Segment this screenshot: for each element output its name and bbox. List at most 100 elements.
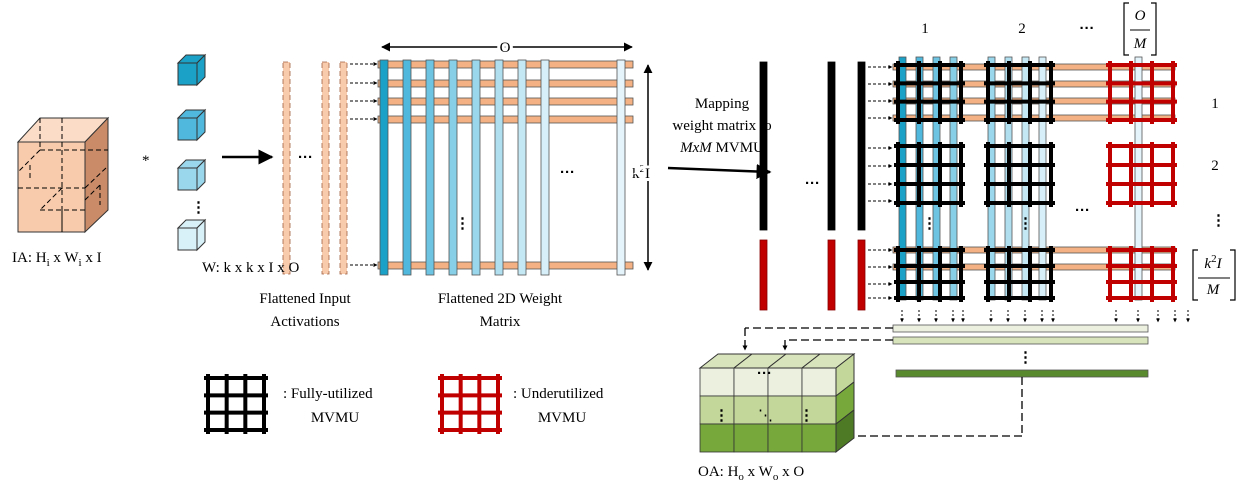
fraction: M: [1133, 36, 1148, 52]
fraction: O: [1135, 8, 1146, 24]
input-column: [321, 61, 330, 275]
input-column: [827, 239, 836, 311]
oa-cell: [767, 395, 803, 425]
fraction: k2I: [1204, 253, 1222, 272]
legend-label: MVMU: [311, 410, 360, 426]
fraction: M: [1206, 282, 1221, 298]
ellipsis: ···: [805, 175, 820, 192]
legend-label: : Underutilized: [513, 386, 604, 402]
t: i: [47, 257, 50, 269]
weight-column: [471, 59, 481, 276]
ellipsis: ⋮: [1018, 215, 1033, 232]
mapping-text: Mapping: [695, 96, 750, 112]
t: k: [1204, 256, 1211, 272]
oa-label: OA: Ho x Wo x O: [698, 464, 804, 483]
weight-column: [1021, 56, 1030, 301]
output-bar: [892, 336, 1149, 345]
t: o: [738, 471, 744, 483]
column-label: ···: [1080, 20, 1095, 37]
arrow: [667, 163, 772, 179]
t: MVMU: [712, 140, 764, 156]
legend-label: MVMU: [538, 410, 587, 426]
weight-column: [949, 56, 958, 301]
t: x O: [778, 464, 804, 480]
weight-row: [377, 79, 634, 88]
t: IA: H: [12, 250, 47, 266]
weight-row: [377, 97, 634, 106]
weight-column: [540, 59, 550, 276]
kernel-cube: [177, 227, 198, 251]
t: x W: [744, 464, 774, 480]
caption: Matrix: [480, 314, 521, 330]
t: 2: [640, 163, 646, 175]
caption: Activations: [270, 314, 339, 330]
input-column: [339, 61, 348, 275]
height-label: k2I: [632, 163, 650, 182]
caption: Flattened Input: [259, 291, 351, 307]
t: OA: H: [698, 464, 739, 480]
kernel-cube: [196, 53, 206, 87]
oa-cell: [699, 367, 735, 397]
bracket: [1192, 249, 1236, 301]
column-label: 1: [921, 21, 929, 37]
input-column: [857, 239, 866, 311]
cube-mark: ···: [757, 365, 772, 382]
weight-column: [1038, 56, 1047, 301]
cube-edge: [17, 149, 41, 173]
ellipsis: ···: [560, 164, 575, 181]
column-label: 2: [1018, 21, 1026, 37]
input-column: [827, 61, 836, 231]
cube-edge: [84, 184, 101, 201]
operator: *: [142, 153, 150, 169]
ellipsis: ⋮: [1018, 349, 1033, 366]
kernel-cube: [196, 218, 206, 252]
kernel-cube: [177, 167, 198, 191]
weight-column: [448, 59, 458, 276]
weight-column: [402, 59, 412, 276]
oa-cell: [801, 423, 837, 453]
oa-cell: [733, 395, 769, 425]
row-label: ⋮: [1211, 212, 1226, 229]
output-bar: [892, 324, 1149, 333]
weight-column: [616, 59, 626, 276]
ellipsis: ⋮: [191, 199, 206, 216]
input-column: [759, 61, 768, 231]
row-label: 1: [1211, 96, 1219, 112]
width-label: O: [500, 40, 511, 56]
oa-cell: [699, 423, 735, 453]
kernel-cube: [196, 108, 206, 142]
kernel-cube: [196, 158, 206, 192]
row-label: 2: [1211, 158, 1219, 174]
ellipsis: ⋮: [455, 215, 470, 232]
weight-row: [377, 60, 634, 69]
bracket: [1123, 2, 1157, 56]
oa-side: [835, 408, 855, 454]
oa-cell: [801, 395, 837, 425]
input-column: [282, 61, 291, 275]
weight-column: [494, 59, 504, 276]
weight-column: [517, 59, 527, 276]
cube-mark: ⋮: [714, 407, 729, 424]
kernel-cube: [177, 62, 198, 86]
cube-edge: [84, 165, 109, 189]
weight-row: [377, 261, 634, 270]
t: i: [79, 257, 82, 269]
oa-cell: [767, 367, 803, 397]
t: x I: [82, 250, 102, 266]
oa-cell: [733, 423, 769, 453]
oa-cell: [767, 423, 803, 453]
oa-cell: [801, 367, 837, 397]
mapping-text: MxM MVMU: [679, 140, 764, 156]
t: x W: [50, 250, 80, 266]
cube-edge: [39, 187, 63, 211]
weight-column: [898, 56, 907, 301]
shapes: [16, 2, 1236, 454]
t: I: [1216, 256, 1223, 272]
output-bar: [895, 369, 1149, 378]
weights-label: W: k x k x I x O: [202, 260, 300, 276]
oa-cell: [699, 395, 735, 425]
t: 2: [1211, 253, 1217, 265]
weight-row: [377, 115, 634, 124]
weight-column: [425, 59, 435, 276]
t: o: [773, 471, 779, 483]
